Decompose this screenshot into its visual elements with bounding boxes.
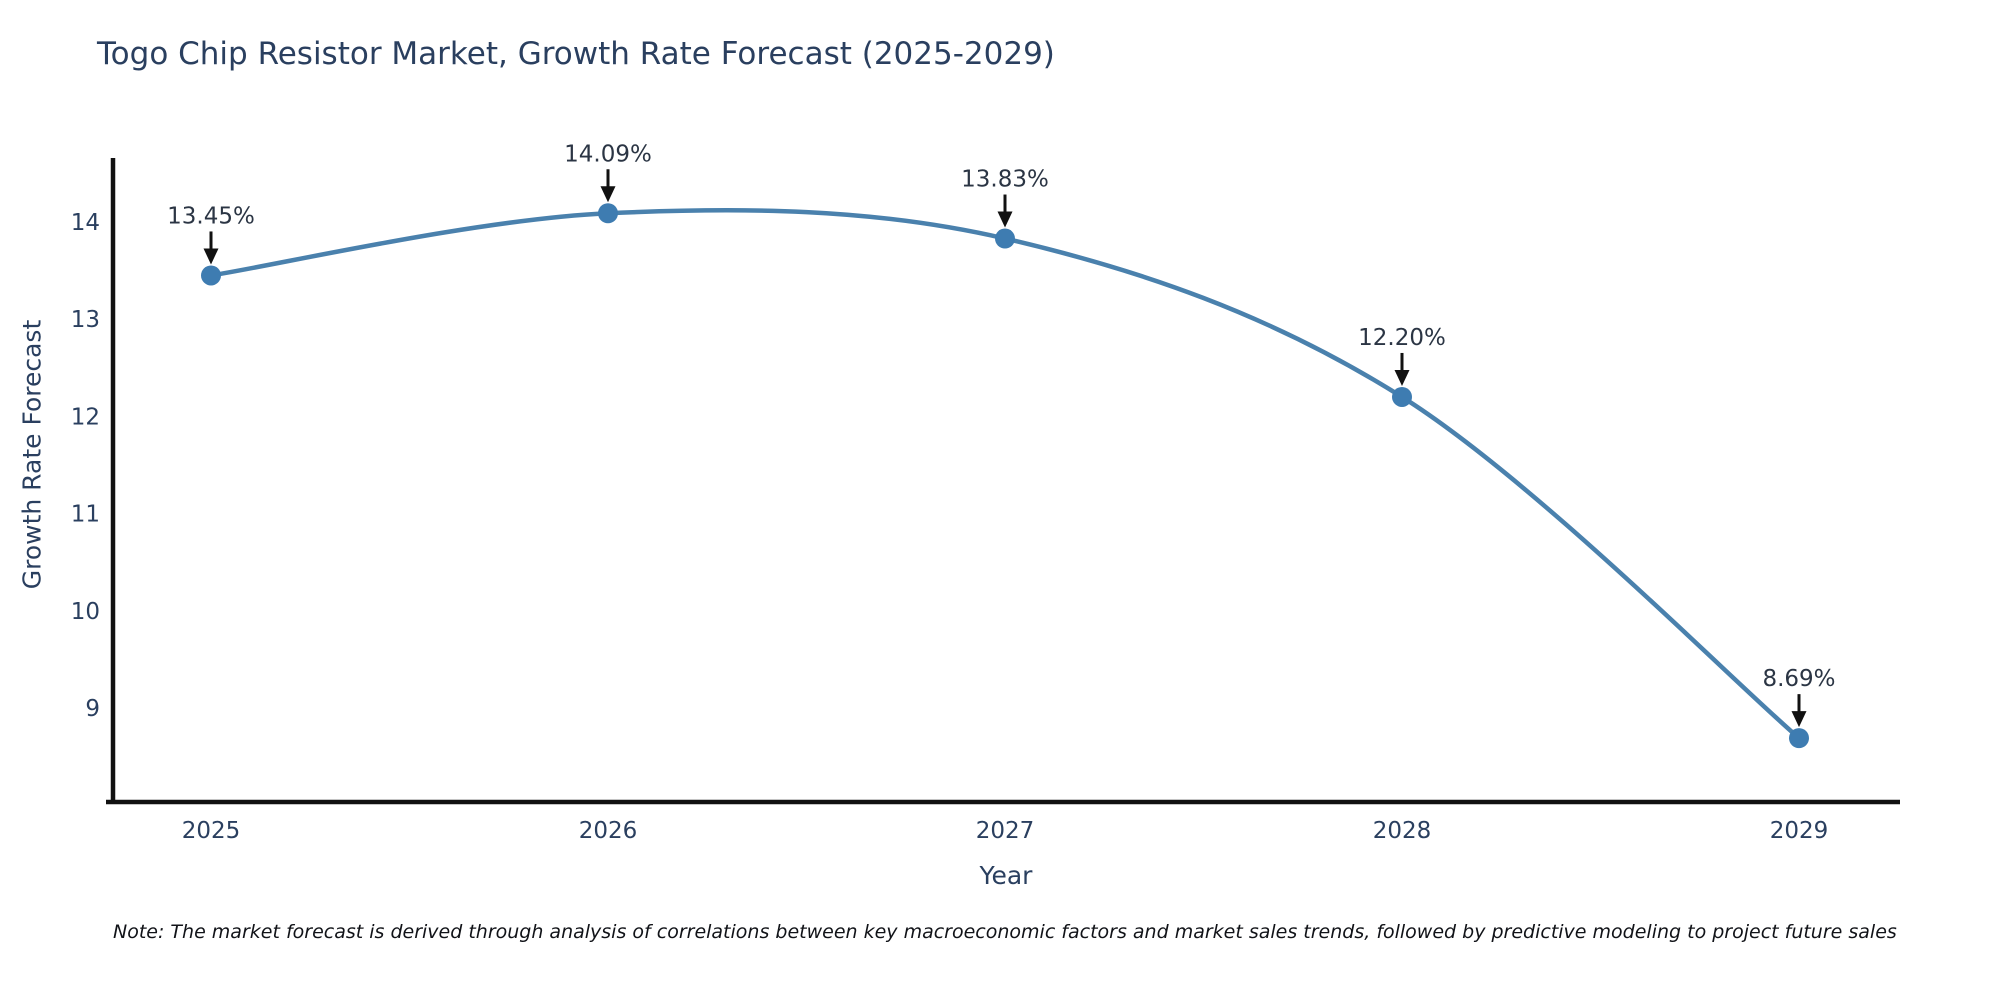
data-point-marker <box>598 203 618 224</box>
y-axis-title: Growth Rate Forecast <box>17 319 47 590</box>
y-tick-label: 11 <box>71 502 100 528</box>
data-point-marker <box>995 228 1015 249</box>
data-point-marker <box>201 265 221 286</box>
y-tick-label: 13 <box>71 307 100 333</box>
chart-title: Togo Chip Resistor Market, Growth Rate F… <box>97 36 1055 72</box>
annotation-arrowhead <box>997 211 1013 228</box>
x-axis-title: Year <box>979 861 1033 890</box>
forecast-line <box>208 207 1802 741</box>
data-point-label: 8.69% <box>1762 666 1835 692</box>
x-tick-label: 2026 <box>579 818 638 844</box>
data-point-marker <box>1392 386 1412 407</box>
data-point-marker <box>1789 728 1809 749</box>
data-point-label: 14.09% <box>564 141 652 167</box>
x-tick-label: 2028 <box>1373 818 1432 844</box>
x-tick-label: 2025 <box>182 818 241 844</box>
x-tick-label: 2027 <box>976 818 1035 844</box>
y-tick-label: 12 <box>71 404 100 430</box>
x-tick-label: 2029 <box>1770 818 1829 844</box>
data-point-label: 12.20% <box>1358 325 1446 351</box>
y-tick-label: 14 <box>71 210 100 236</box>
y-tick-label: 10 <box>71 599 100 625</box>
footnote: Note: The market forecast is derived thr… <box>113 921 1897 943</box>
annotation-arrowhead <box>203 248 219 265</box>
data-point-label: 13.45% <box>167 203 255 229</box>
y-tick-label: 9 <box>85 696 100 722</box>
data-point-label: 13.83% <box>961 167 1049 193</box>
annotation-arrowhead <box>600 186 616 203</box>
annotation-arrowhead <box>1394 369 1410 386</box>
annotation-arrowhead <box>1791 711 1807 728</box>
